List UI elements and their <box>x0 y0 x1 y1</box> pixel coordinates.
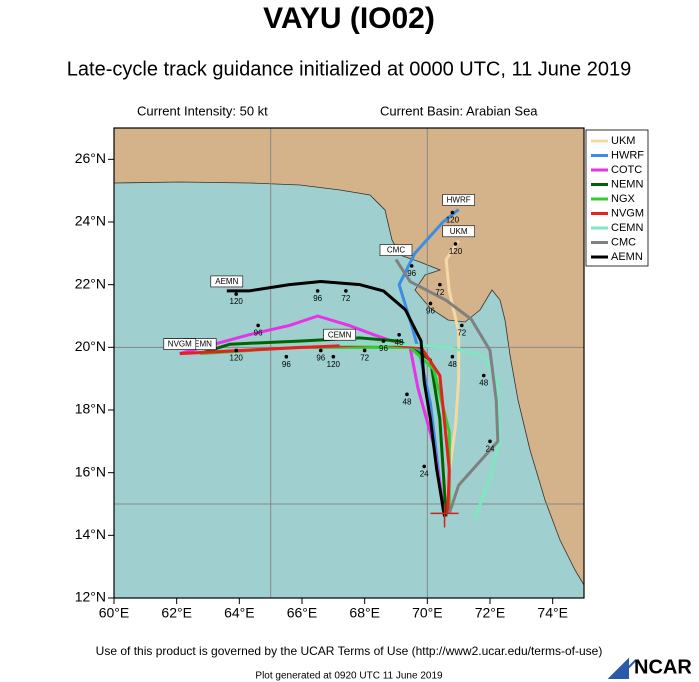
track-label: UKM <box>450 227 468 236</box>
hour-label: 96 <box>407 269 416 278</box>
hour-dot <box>362 348 367 353</box>
hour-label: 72 <box>360 354 369 363</box>
track <box>179 314 447 514</box>
hour-label: 120 <box>230 297 244 306</box>
hour-label: 96 <box>282 360 291 369</box>
intensity: Current Intensity: 50 kt <box>137 103 268 118</box>
legend-label: COTC <box>611 164 642 176</box>
hour-label: 120 <box>449 247 463 256</box>
track-label-box <box>323 328 356 341</box>
y-tick-label: 18°N <box>75 401 106 417</box>
track-label: NVGM <box>168 340 192 349</box>
track <box>226 280 447 517</box>
legend-label: AEMN <box>611 251 643 263</box>
hour-label: 24 <box>486 444 495 453</box>
logo: NCAR <box>607 656 692 679</box>
track-label: HWRF <box>447 196 471 205</box>
legend-label: NGX <box>611 193 636 205</box>
x-tick-label: 66°E <box>287 605 318 621</box>
hour-label: 120 <box>446 216 460 225</box>
x-tick-label: 68°E <box>349 605 380 621</box>
track-label: NEMN <box>188 340 212 349</box>
land <box>113 127 585 587</box>
x-tick-label: 62°E <box>161 605 192 621</box>
hour-dot <box>344 289 348 293</box>
x-tick-label: 74°E <box>537 605 568 621</box>
hour-label: 96 <box>316 354 325 363</box>
subtitle: Late-cycle track guidance initialized at… <box>67 58 631 80</box>
generated: Plot generated at 0920 UTC 11 June 2019 <box>255 671 443 682</box>
hour-label: 96 <box>379 344 388 353</box>
track <box>394 258 500 514</box>
hour-dot <box>409 264 414 268</box>
x-tick-label: 72°E <box>475 605 506 621</box>
hour-dot <box>422 464 427 469</box>
hour-dot <box>453 242 458 246</box>
track <box>339 342 501 521</box>
hour-label: 48 <box>403 397 412 406</box>
hour-dot <box>234 348 238 353</box>
hour-dot <box>450 354 455 359</box>
y-tick-label: 14°N <box>75 526 106 542</box>
legend-label: HWRF <box>611 149 644 161</box>
track-label-box <box>379 244 413 256</box>
hour-dot <box>450 210 455 215</box>
hour-dot <box>428 301 433 306</box>
hour-label: 96 <box>254 329 263 338</box>
x-tick-label: 70°E <box>412 605 443 621</box>
hour-dot <box>284 354 289 359</box>
hour-dot <box>319 348 323 353</box>
hour-dot <box>438 282 442 287</box>
hour-dot <box>256 323 260 328</box>
logo-mark <box>607 657 637 679</box>
y-tick-label: 12°N <box>75 589 106 605</box>
basin: Current Basin: Arabian Sea <box>380 103 538 118</box>
track-label-box <box>210 275 244 288</box>
hour-label: 96 <box>313 294 322 303</box>
track-label-box <box>442 225 475 238</box>
track-label-box <box>442 194 475 206</box>
legend-label: CMC <box>611 236 636 248</box>
hour-label: 120 <box>230 354 244 363</box>
legend-label: CEMN <box>611 222 643 234</box>
hour-label: 48 <box>479 379 488 388</box>
track-label: CMC <box>387 246 405 255</box>
hour-label: 24 <box>420 470 429 479</box>
title: VAYU (IO02) <box>263 2 435 35</box>
hour-label: 72 <box>341 294 350 303</box>
hour-dot <box>405 392 409 397</box>
hour-label: 96 <box>426 307 435 316</box>
track-label-box <box>163 338 197 350</box>
y-tick-label: 24°N <box>75 213 106 229</box>
track-label: CEMN <box>328 330 352 339</box>
y-tick-label: 22°N <box>75 275 106 291</box>
frame <box>113 127 585 599</box>
y-tick-label: 26°N <box>75 150 106 166</box>
x-tick-label: 60°E <box>99 605 130 621</box>
hour-dot <box>481 373 486 378</box>
hour-dot <box>234 292 238 296</box>
hour-label: 72 <box>457 329 466 338</box>
track-label: AEMN <box>215 277 238 286</box>
hour-dot <box>381 339 386 343</box>
y-tick-label: 16°N <box>75 463 106 479</box>
hour-label: 72 <box>435 288 444 297</box>
hour-dot <box>488 439 492 444</box>
legend-label: NVGM <box>611 207 644 219</box>
track <box>199 336 448 517</box>
hour-label: 48 <box>395 338 404 347</box>
hour-label: 120 <box>327 360 341 369</box>
hour-dot <box>397 333 401 337</box>
hour-dot <box>315 289 320 293</box>
hour-dot <box>331 354 336 359</box>
legend-label: UKM <box>611 135 635 147</box>
x-tick-label: 64°E <box>224 605 255 621</box>
y-tick-label: 20°N <box>75 338 106 354</box>
footer: Use of this product is governed by the U… <box>96 644 603 658</box>
logo-text: NCAR <box>634 656 692 678</box>
hour-label: 48 <box>448 360 457 369</box>
legend-label: NEMN <box>611 178 643 190</box>
hour-dot <box>460 323 464 328</box>
